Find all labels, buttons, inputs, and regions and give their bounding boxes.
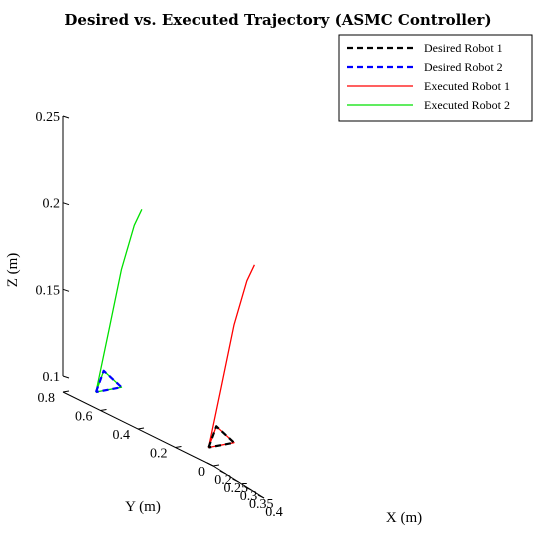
x-tick-mark: [232, 478, 239, 483]
z-tick-mark: [62, 375, 70, 379]
legend-label: Executed Robot 1: [424, 79, 510, 93]
series-line-executed-robot-2: [95, 209, 143, 393]
series-line-executed-robot-1: [207, 264, 255, 449]
x-tick-label: 0.25: [224, 481, 249, 496]
y-tick-mark: [212, 464, 220, 467]
x-tick-mark: [245, 486, 252, 491]
z-tick-label: 0.1: [43, 370, 61, 385]
x-axis-label: X (m): [386, 510, 422, 526]
x-tick-label: 0.3: [240, 489, 258, 504]
x-tick-label: 0.4: [265, 505, 283, 520]
z-tick-label: 0.15: [36, 283, 61, 298]
z-tick-label: 0.25: [36, 110, 61, 125]
legend: Desired Robot 1 Desired Robot 2 Executed R…: [338, 34, 533, 122]
y-tick-label: 0.2: [150, 447, 168, 462]
z-tick-mark: [62, 202, 70, 206]
z-tick-mark: [62, 115, 70, 119]
axes: 0.10.150.20.2500.20.40.60.80.20.250.30.3…: [5, 110, 422, 526]
legend-box: [338, 34, 533, 122]
series-line-desired-robot-2: [94, 369, 123, 394]
series-line-desired-robot-1: [207, 425, 236, 449]
legend-label: Desired Robot 2: [424, 60, 503, 74]
x-tick-label: 0.2: [214, 473, 232, 488]
x-tick-mark: [219, 470, 226, 475]
y-tick-mark: [175, 446, 182, 448]
y-tick-label: 0.4: [113, 428, 131, 443]
z-tick-label: 0.2: [43, 197, 61, 212]
chart-title: Desired vs. Executed Trajectory (ASMC Co…: [64, 11, 491, 29]
y-tick-label: 0: [198, 465, 205, 480]
z-axis-label: Z (m): [5, 253, 21, 288]
legend-label: Executed Robot 2: [424, 98, 510, 112]
z-tick-mark: [62, 288, 70, 292]
y-tick-label: 0.8: [38, 391, 56, 406]
legend-label: Desired Robot 1: [424, 41, 503, 55]
y-axis-label: Y (m): [125, 499, 161, 515]
x-tick-mark: [206, 462, 214, 467]
y-tick-mark: [100, 409, 107, 411]
x-tick-mark: [257, 494, 265, 499]
y-tick-label: 0.6: [75, 410, 93, 425]
x-tick-label: 0.35: [249, 497, 274, 512]
plot-series: [94, 209, 255, 449]
y-tick-mark: [62, 390, 70, 393]
y-tick-mark: [137, 427, 145, 430]
